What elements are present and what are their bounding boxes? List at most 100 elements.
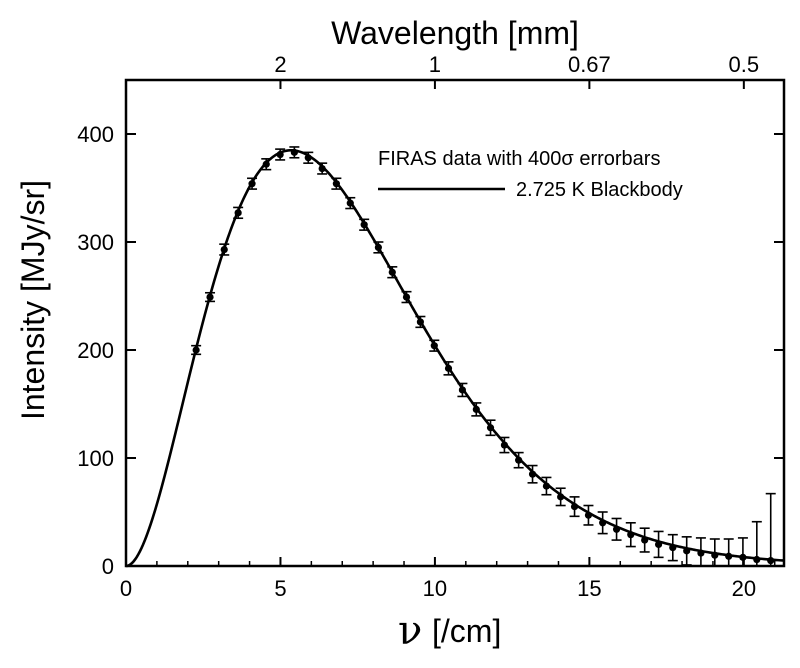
blackbody-layer (125, 148, 785, 568)
legend: FIRAS data with 400σ errorbars 2.725 K B… (378, 148, 683, 201)
x-tick-label-2: 10 (423, 576, 447, 601)
data-point-27 (569, 496, 580, 518)
y-tick-label-4: 400 (77, 122, 114, 147)
marker-5 (262, 160, 270, 168)
marker-12 (360, 221, 368, 229)
marker-9 (318, 164, 326, 173)
marker-11 (346, 199, 354, 207)
marker-37 (711, 551, 719, 559)
data-point-3 (233, 206, 244, 220)
marker-23 (515, 456, 523, 464)
data-point-22 (499, 436, 510, 454)
legend-entry-blackbody: 2.725 K Blackbody (516, 179, 683, 201)
data-point-25 (541, 476, 552, 496)
marker-17 (430, 342, 438, 350)
left-axis: 0 100 200 300 400 (77, 122, 784, 579)
top-tick-label-2: 0.67 (568, 52, 611, 77)
blackbody-curve (125, 148, 785, 568)
data-point-17 (429, 339, 440, 352)
y-tick-label-2: 200 (77, 338, 114, 363)
marker-27 (570, 503, 579, 511)
y-tick-label-0: 0 (102, 554, 114, 579)
data-point-5 (261, 158, 272, 171)
data-point-18 (443, 361, 454, 376)
marker-29 (599, 519, 607, 527)
marker-34 (669, 544, 677, 552)
marker-8 (304, 154, 312, 162)
marker-16 (416, 318, 425, 326)
marker-14 (388, 268, 396, 276)
marker-28 (584, 511, 593, 519)
x-tick-label-0: 0 (120, 576, 132, 601)
data-point-15 (401, 290, 412, 304)
data-point-35 (681, 536, 692, 566)
data-point-12 (359, 218, 370, 231)
top-tick-label-3: 0.5 (729, 52, 760, 77)
data-point-21 (485, 419, 496, 437)
data-point-19 (457, 382, 468, 398)
top-tick-label-1: 1 (429, 52, 441, 77)
y-axis-title: Intensity [MJy/sr] (15, 180, 51, 420)
marker-6 (276, 150, 284, 159)
data-point-37 (709, 538, 720, 567)
marker-13 (374, 243, 382, 251)
data-point-26 (555, 487, 566, 507)
data-point-28 (583, 504, 594, 526)
marker-40 (753, 555, 761, 564)
marker-41 (767, 557, 775, 565)
x-tick-label-4: 20 (732, 576, 756, 601)
plot-area (124, 78, 786, 568)
x-axis-symbol: ν (398, 608, 422, 654)
marker-1 (206, 293, 214, 301)
x-axis-title: ν [/cm] (398, 608, 501, 654)
data-point-34 (667, 533, 678, 562)
marker-26 (557, 493, 565, 501)
data-point-23 (513, 451, 524, 469)
top-axis-title: Wavelength [mm] (331, 15, 579, 51)
top-axis: 2 1 0.67 0.5 (274, 52, 759, 89)
data-point-24 (527, 464, 538, 484)
marker-36 (697, 549, 705, 557)
marker-20 (472, 405, 480, 413)
marker-32 (641, 536, 649, 544)
legend-entry-data: FIRAS data with 400σ errorbars (378, 148, 660, 170)
marker-24 (528, 470, 537, 478)
data-point-0 (191, 344, 202, 356)
marker-22 (500, 441, 509, 449)
x-tick-label-3: 15 (577, 576, 601, 601)
data-point-32 (639, 527, 650, 553)
data-point-7 (289, 146, 300, 159)
data-point-38 (723, 538, 734, 567)
marker-38 (725, 552, 733, 560)
marker-30 (612, 525, 621, 533)
plot-frame (124, 78, 786, 568)
y-tick-label-3: 300 (77, 230, 114, 255)
data-point-36 (695, 537, 706, 567)
data-layer (191, 146, 776, 567)
x-axis-unit: [/cm] (432, 613, 501, 649)
marker-31 (627, 531, 635, 539)
data-point-14 (387, 266, 398, 279)
data-point-6 (275, 148, 286, 161)
data-point-10 (331, 177, 342, 190)
marker-3 (234, 209, 242, 217)
marker-19 (458, 386, 467, 394)
data-point-20 (471, 402, 482, 417)
x-tick-label-1: 5 (274, 576, 286, 601)
data-point-30 (611, 517, 622, 541)
marker-25 (542, 482, 551, 490)
data-point-29 (597, 511, 608, 535)
data-point-8 (303, 151, 314, 164)
bottom-axis: 0 5 10 15 20 (120, 557, 776, 601)
data-point-31 (625, 521, 636, 548)
marker-7 (290, 148, 298, 156)
marker-21 (486, 424, 495, 432)
data-point-40 (751, 520, 762, 567)
marker-33 (654, 540, 663, 549)
data-point-1 (205, 291, 216, 303)
data-point-41 (765, 492, 776, 567)
data-point-33 (653, 530, 664, 559)
marker-10 (332, 180, 340, 188)
y-tick-label-1: 100 (77, 446, 114, 471)
